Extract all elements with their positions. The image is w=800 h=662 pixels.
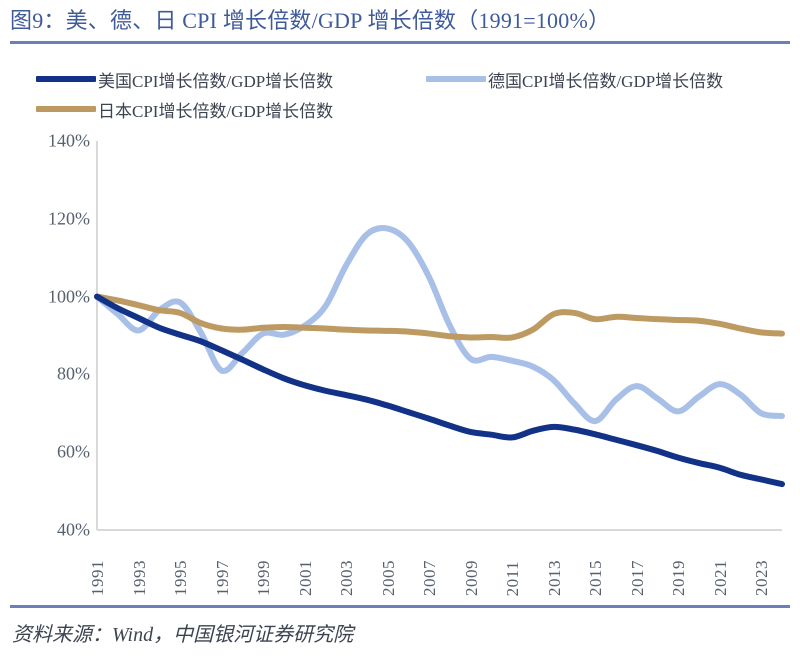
y-tick-label: 140% [48,130,90,151]
legend-swatch-de-line-icon [426,76,486,82]
x-tick-label: 2021 [710,560,730,596]
y-tick-label: 60% [57,441,90,462]
legend-swatch-us-line-icon [36,76,96,82]
x-tick-label: 1997 [212,560,232,596]
plot-area [94,141,785,531]
x-axis-tick-labels: 1991 1993 1995 1997 1999 2001 2003 2005 2007 2009… [0,534,800,596]
figure-title: 图9：美、德、日 CPI 增长倍数/GDP 增长倍数（1991=100%） [10,8,611,33]
y-tick-label: 120% [48,208,90,229]
legend-swatch-jp-line-icon [36,106,96,112]
chart-legend: 美国CPI增长倍数/GDP增长倍数 德国CPI增长倍数/GDP增长倍数 日本CP… [36,64,776,124]
legend-item-de: 德国CPI增长倍数/GDP增长倍数 [426,67,776,92]
legend-item-jp: 日本CPI增长倍数/GDP增长倍数 [36,97,426,122]
series-line-2 [94,293,785,341]
x-tick-label: 2005 [378,560,398,596]
x-tick-label: 1995 [171,560,191,596]
legend-label-us: 美国CPI增长倍数/GDP增长倍数 [98,71,334,91]
x-tick-label: 2003 [337,560,357,596]
legend-row-1: 美国CPI增长倍数/GDP增长倍数 德国CPI增长倍数/GDP增长倍数 [36,64,776,94]
x-tick-label: 1999 [254,560,274,596]
y-axis-tick-labels: 140% 120% 100% 80% 60% 40% [28,0,90,600]
legend-label-jp: 日本CPI增长倍数/GDP增长倍数 [98,101,334,121]
x-tick-label: 2015 [586,560,606,596]
series-line-0 [94,293,785,488]
y-tick-label: 40% [57,519,90,540]
footer-divider [10,605,790,608]
y-tick-label: 100% [48,286,90,307]
x-tick-label: 2007 [420,560,440,596]
legend-item-us: 美国CPI增长倍数/GDP增长倍数 [36,67,426,92]
x-tick-label: 1991 [88,560,107,596]
x-tick-label: 2009 [461,560,481,596]
x-tick-label: 2011 [503,560,523,596]
source-note: 资料来源：Wind，中国银河证券研究院 [12,624,354,646]
title-divider [10,41,790,44]
x-tick-label: 2013 [544,560,564,596]
line-chart-svg [94,141,785,531]
series-line-1 [94,225,785,425]
legend-label-de: 德国CPI增长倍数/GDP增长倍数 [488,71,724,91]
y-tick-label: 80% [57,363,90,384]
legend-row-2: 日本CPI增长倍数/GDP增长倍数 [36,94,776,124]
x-tick-label: 2023 [752,560,772,596]
x-tick-label: 2001 [295,560,315,596]
x-tick-label: 1993 [129,560,149,596]
x-tick-label: 2017 [627,560,647,596]
x-tick-label: 2019 [669,560,689,596]
